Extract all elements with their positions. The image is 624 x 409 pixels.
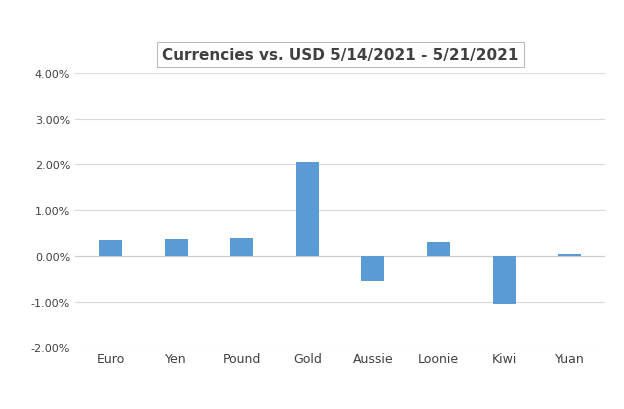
Bar xyxy=(230,238,253,256)
Bar xyxy=(361,256,384,281)
Title: Currencies vs. USD 5/14/2021 - 5/21/2021: Currencies vs. USD 5/14/2021 - 5/21/2021 xyxy=(162,48,519,63)
Bar xyxy=(427,243,450,256)
Bar xyxy=(99,240,122,256)
Bar xyxy=(165,239,188,256)
Bar xyxy=(492,256,515,304)
Bar xyxy=(558,254,581,256)
Bar xyxy=(296,163,319,256)
